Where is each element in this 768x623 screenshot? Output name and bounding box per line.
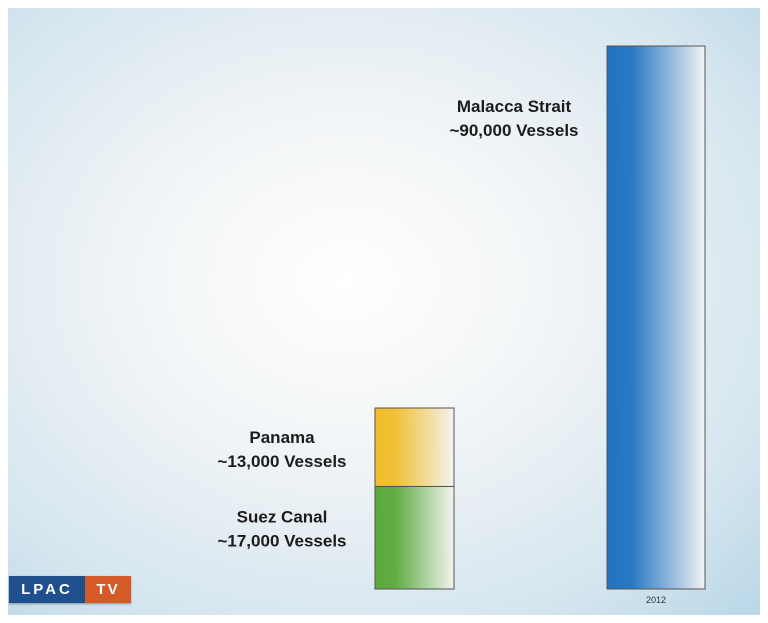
data-label-malacca-strait-name: Malacca Strait bbox=[457, 97, 572, 116]
bar-chart: Suez Canal ~17,000 Vessels Panama ~13,000 V… bbox=[217, 45, 706, 605]
data-label-suez-canal: Suez Canal ~17,000 Vessels bbox=[217, 507, 346, 550]
data-label-panama-value: ~13,000 Vessels bbox=[217, 452, 346, 471]
bar-malacca-strait bbox=[606, 45, 706, 590]
lpac-tv-logo: LPAC TV bbox=[9, 576, 131, 603]
data-label-malacca-strait-value: ~90,000 Vessels bbox=[449, 121, 578, 140]
data-label-suez-canal-name: Suez Canal bbox=[237, 507, 328, 526]
data-label-malacca-strait: Malacca Strait ~90,000 Vessels bbox=[449, 97, 578, 140]
logo-lpac-text: LPAC bbox=[9, 576, 85, 603]
logo-tv-text: TV bbox=[85, 576, 131, 603]
bar-suez-canal bbox=[374, 485, 455, 590]
data-label-panama: Panama ~13,000 Vessels bbox=[217, 428, 346, 471]
bars-layer bbox=[374, 45, 706, 590]
chart-panel: Suez Canal ~17,000 Vessels Panama ~13,000 V… bbox=[8, 8, 760, 615]
data-label-suez-canal-value: ~17,000 Vessels bbox=[217, 531, 346, 550]
bar-panama bbox=[374, 407, 455, 487]
x-tick-label: 2012 bbox=[646, 595, 666, 605]
labels-layer: Suez Canal ~17,000 Vessels Panama ~13,000 V… bbox=[217, 97, 666, 605]
data-label-panama-name: Panama bbox=[249, 428, 315, 447]
